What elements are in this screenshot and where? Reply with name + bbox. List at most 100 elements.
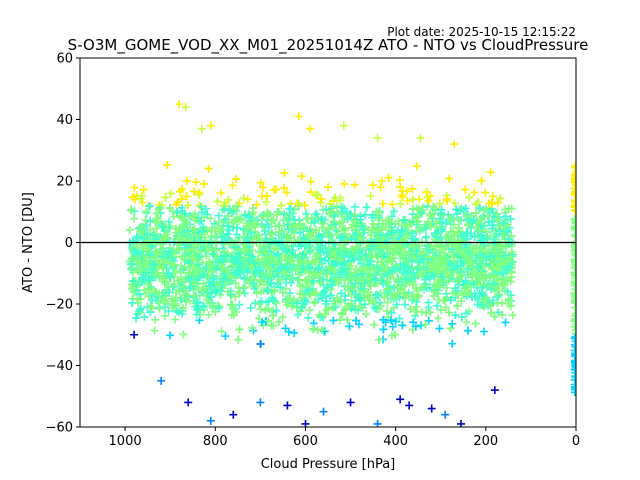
data-point [408,257,417,266]
data-point [488,192,497,201]
data-point [421,320,430,329]
data-point [251,299,260,308]
data-point [217,327,226,336]
data-point [189,187,198,196]
data-point [363,239,372,248]
data-point [316,233,325,242]
data-point [427,261,436,270]
data-point [398,255,407,264]
x-tick-label: 400 [383,434,408,449]
data-point [489,221,498,230]
data-point [306,188,315,197]
data-point [308,277,317,286]
data-point [310,217,319,226]
data-point [450,199,459,208]
data-point [408,184,417,193]
data-point [203,210,212,219]
data-point [492,242,501,251]
data-point [399,216,408,225]
data-point [274,317,283,326]
data-point [164,217,173,226]
data-point [302,209,311,218]
data-point [570,365,576,374]
data-point [327,252,336,261]
data-point [328,223,337,232]
data-point [479,206,488,215]
data-point [374,291,383,300]
data-point [408,218,417,227]
data-point [342,207,351,216]
data-point [342,247,351,256]
data-point [571,255,576,264]
data-point [486,301,495,310]
data-point [235,325,244,334]
data-point [347,253,356,262]
data-point [270,256,279,265]
data-point [197,124,206,133]
data-point [438,243,447,252]
data-point [151,315,160,324]
data-point [451,284,460,293]
data-point [257,297,266,306]
data-point [331,303,340,312]
data-point [389,207,398,216]
x-axis: 1000 800 600 400 200 0 [109,427,580,449]
data-point [258,212,267,221]
data-point [368,181,377,190]
data-point [217,282,226,291]
data-point [311,270,320,279]
data-point [320,310,329,319]
data-point [434,254,443,263]
data-point [252,200,261,209]
data-point [471,256,480,265]
data-point [263,263,272,272]
data-point [280,183,289,192]
data-point [290,328,299,337]
x-tick-label: 800 [203,434,228,449]
data-point [239,194,248,203]
data-point [300,223,309,232]
data-point [373,133,382,142]
data-point [381,264,390,273]
data-point [454,223,463,232]
data-point [369,242,378,251]
data-point [185,284,194,293]
data-point [256,178,265,187]
data-point [181,103,190,112]
data-point [141,289,150,298]
data-point [431,217,440,226]
data-point [199,279,208,288]
data-point [365,270,374,279]
data-point [462,318,471,327]
data-point [263,287,272,296]
data-point [317,326,326,335]
data-point [192,298,201,307]
data-point [219,256,228,265]
data-point [459,291,468,300]
data-point [489,296,498,305]
data-point [421,224,430,233]
data-point [495,227,504,236]
data-point [335,256,344,265]
data-point [467,270,476,279]
data-point [477,176,486,185]
data-point [382,289,391,298]
data-point [570,242,576,251]
data-point [409,195,418,204]
data-point [191,178,200,187]
data-point [571,201,576,210]
data-point [476,268,485,277]
data-point [213,197,222,206]
data-point [146,225,155,234]
data-point [387,308,396,317]
data-point [341,275,350,284]
data-point [502,274,511,283]
data-point [218,225,227,234]
data-point [318,223,327,232]
data-point [570,340,576,349]
data-point [435,199,444,208]
data-point [442,264,451,273]
data-point [212,265,221,274]
data-point [441,253,450,262]
data-point [341,264,350,273]
